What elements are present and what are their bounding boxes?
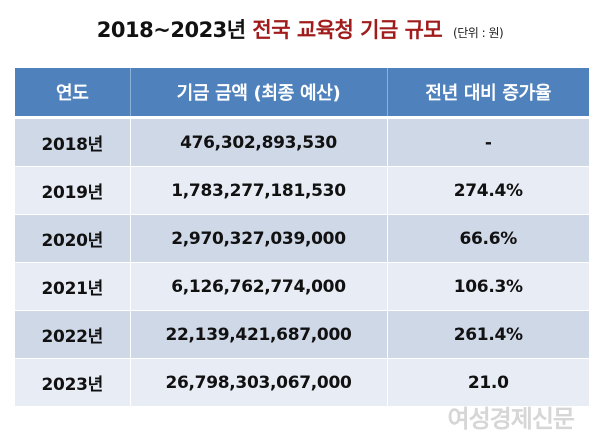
- table-row: 2019년 1,783,277,181,530 274.4%: [15, 166, 589, 215]
- cell-amount: 2,970,327,039,000: [130, 214, 388, 263]
- watermark-logo: 여성경제신문: [447, 405, 575, 433]
- title-highlight: 전국 교육청 기금 규모: [252, 18, 443, 42]
- cell-year: 2023년: [15, 358, 131, 407]
- table-row: 2022년 22,139,421,687,000 261.4%: [15, 310, 589, 359]
- header-year: 연도: [15, 68, 131, 119]
- cell-year: 2018년: [15, 117, 131, 167]
- header-amount: 기금 금액 (최종 예산): [130, 68, 388, 119]
- table-row: 2020년 2,970,327,039,000 66.6%: [15, 214, 589, 263]
- cell-amount: 476,302,893,530: [130, 117, 388, 167]
- table-row: 2021년 6,126,762,774,000 106.3%: [15, 262, 589, 311]
- cell-amount: 1,783,277,181,530: [130, 166, 388, 215]
- cell-growth: -: [387, 117, 589, 167]
- title-unit: (단위 : 원): [453, 26, 504, 40]
- cell-growth: 66.6%: [387, 214, 589, 263]
- cell-growth: 21.0: [387, 358, 589, 407]
- cell-amount: 26,798,303,067,000: [130, 358, 388, 407]
- cell-year: 2021년: [15, 262, 131, 311]
- cell-growth: 274.4%: [387, 166, 589, 215]
- cell-year: 2022년: [15, 310, 131, 359]
- cell-amount: 22,139,421,687,000: [130, 310, 388, 359]
- header-growth: 전년 대비 증가율: [387, 68, 589, 119]
- table-row: 2023년 26,798,303,067,000 21.0: [15, 358, 589, 407]
- cell-growth: 106.3%: [387, 262, 589, 311]
- cell-growth: 261.4%: [387, 310, 589, 359]
- title-range: 2018~2023년: [96, 18, 246, 42]
- table-header-row: 연도 기금 금액 (최종 예산) 전년 대비 증가율: [15, 68, 589, 119]
- page-title: 2018~2023년 전국 교육청 기금 규모 (단위 : 원): [0, 14, 600, 44]
- cell-amount: 6,126,762,774,000: [130, 262, 388, 311]
- cell-year: 2019년: [15, 166, 131, 215]
- table-row: 2018년 476,302,893,530 -: [15, 117, 589, 167]
- cell-year: 2020년: [15, 214, 131, 263]
- fund-table: 연도 기금 금액 (최종 예산) 전년 대비 증가율 2018년 476,302…: [15, 68, 589, 407]
